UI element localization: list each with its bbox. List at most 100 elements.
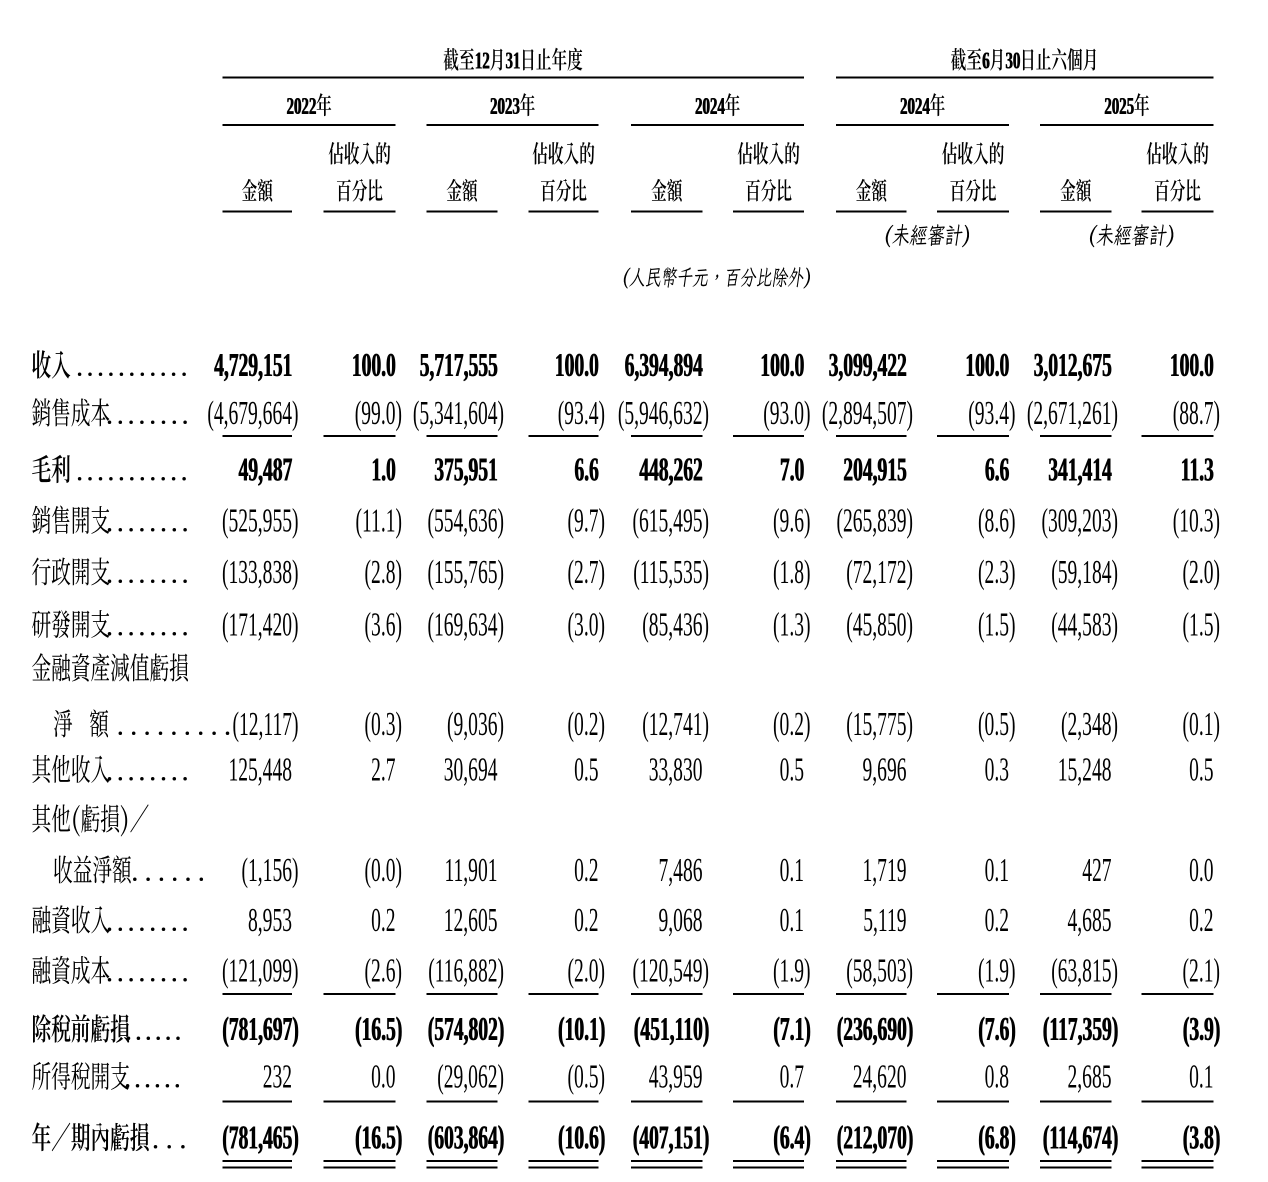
- svg-text:(88.7): (88.7): [1173, 393, 1220, 431]
- svg-text:(2.7): (2.7): [568, 552, 605, 590]
- svg-text:4,729,151: 4,729,151: [214, 345, 292, 383]
- svg-text:(236,690): (236,690): [837, 1009, 914, 1047]
- svg-text:49,487: 49,487: [238, 450, 292, 488]
- svg-text:1.0: 1.0: [371, 450, 395, 488]
- svg-text:0.0: 0.0: [1189, 850, 1213, 888]
- svg-text:3,012,675: 3,012,675: [1034, 345, 1112, 383]
- svg-text:6: 6: [983, 48, 990, 75]
- svg-text:(9,036): (9,036): [447, 704, 504, 742]
- svg-text:11.3: 11.3: [1181, 450, 1214, 488]
- svg-text:(0.5): (0.5): [568, 1057, 605, 1095]
- svg-text:(2.1): (2.1): [1183, 951, 1220, 989]
- svg-text:(1,156): (1,156): [242, 850, 299, 888]
- svg-text:(6.4): (6.4): [774, 1118, 811, 1156]
- svg-text:(15,775): (15,775): [846, 704, 913, 742]
- svg-text:(3.6): (3.6): [365, 605, 402, 643]
- svg-text:(2.3): (2.3): [978, 552, 1015, 590]
- svg-text:5,717,555: 5,717,555: [419, 345, 497, 383]
- svg-text:12,605: 12,605: [444, 900, 498, 938]
- svg-text:8,953: 8,953: [248, 900, 292, 938]
- svg-text:5,119: 5,119: [863, 900, 906, 938]
- svg-text:(12,117): (12,117): [232, 704, 298, 742]
- svg-text:(58,503): (58,503): [846, 951, 913, 989]
- svg-text:(781,465): (781,465): [223, 1118, 300, 1156]
- svg-text:2,685: 2,685: [1068, 1057, 1112, 1095]
- svg-text:6.6: 6.6: [575, 450, 600, 488]
- svg-text:(574,802): (574,802): [428, 1009, 505, 1047]
- svg-text:(1.9): (1.9): [773, 951, 810, 989]
- svg-text:341,414: 341,414: [1048, 450, 1112, 488]
- svg-text:427: 427: [1082, 850, 1111, 888]
- svg-text:(2.0): (2.0): [1183, 552, 1220, 590]
- svg-text:(93.0): (93.0): [763, 393, 810, 431]
- svg-text:(59,184): (59,184): [1051, 552, 1118, 590]
- svg-text:(63,815): (63,815): [1051, 951, 1118, 989]
- svg-text:5,717,555: 5,717,555: [420, 345, 498, 383]
- svg-text:(6.8): (6.8): [978, 1118, 1015, 1156]
- svg-text:(116,882): (116,882): [428, 951, 504, 989]
- svg-text:7,486: 7,486: [659, 850, 703, 888]
- svg-text:0.5: 0.5: [780, 750, 804, 788]
- svg-text:2025: 2025: [1104, 93, 1134, 120]
- svg-text:(451,110): (451,110): [634, 1009, 709, 1047]
- svg-text:(1.8): (1.8): [773, 552, 810, 590]
- svg-text:31: 31: [506, 48, 521, 75]
- svg-text:(7.6): (7.6): [978, 1009, 1015, 1047]
- svg-text:15,248: 15,248: [1058, 750, 1112, 788]
- svg-text:12: 12: [475, 48, 490, 75]
- svg-text:(3.8): (3.8): [1183, 1118, 1220, 1156]
- svg-text:(10.1): (10.1): [558, 1009, 605, 1047]
- svg-text:(2,894,507): (2,894,507): [822, 393, 913, 431]
- svg-text:(407,151): (407,151): [633, 1118, 710, 1156]
- svg-text:(93.4): (93.4): [558, 393, 605, 431]
- svg-text:(117,359): (117,359): [1043, 1009, 1118, 1047]
- svg-text:(2,671,261): (2,671,261): [1027, 393, 1118, 431]
- svg-text:(0.2): (0.2): [773, 704, 810, 742]
- svg-text:(114,674): (114,674): [1043, 1118, 1118, 1156]
- svg-text:1,719: 1,719: [863, 850, 907, 888]
- svg-text:100.0: 100.0: [352, 345, 396, 383]
- svg-text:(781,465): (781,465): [222, 1118, 299, 1156]
- svg-text:11,901: 11,901: [444, 850, 497, 888]
- svg-text:6,394,894: 6,394,894: [624, 345, 702, 383]
- svg-text:0.5: 0.5: [574, 750, 598, 788]
- svg-text:49,487: 49,487: [239, 450, 293, 488]
- svg-text:(3.8): (3.8): [1183, 1118, 1220, 1156]
- svg-text:0.2: 0.2: [574, 900, 598, 938]
- svg-text:204,915: 204,915: [843, 450, 907, 488]
- svg-text:0.2: 0.2: [371, 900, 395, 938]
- svg-text:(3.0): (3.0): [568, 605, 605, 643]
- svg-text:2024: 2024: [695, 93, 725, 120]
- svg-text:100.0: 100.0: [760, 345, 804, 383]
- svg-text:(72,172): (72,172): [846, 552, 913, 590]
- svg-text:(10.3): (10.3): [1173, 501, 1220, 539]
- svg-text:375,951: 375,951: [434, 450, 498, 488]
- svg-text:(236,690): (236,690): [836, 1009, 913, 1047]
- svg-text:(16.5): (16.5): [355, 1009, 402, 1047]
- svg-text:2024: 2024: [900, 93, 930, 120]
- svg-text:(0.2): (0.2): [568, 704, 605, 742]
- svg-text:4,685: 4,685: [1068, 900, 1112, 938]
- svg-text:375,951: 375,951: [435, 450, 499, 488]
- svg-text:(781,697): (781,697): [223, 1009, 300, 1047]
- svg-text:0.7: 0.7: [780, 1057, 805, 1095]
- svg-text:(115,535): (115,535): [633, 552, 709, 590]
- svg-text:(7.6): (7.6): [979, 1009, 1016, 1047]
- svg-text:(8.6): (8.6): [978, 501, 1015, 539]
- svg-text:(2.0): (2.0): [568, 951, 605, 989]
- svg-text:(10.6): (10.6): [558, 1118, 605, 1156]
- svg-text:6.6: 6.6: [985, 450, 1010, 488]
- svg-text:(7.1): (7.1): [773, 1009, 810, 1047]
- svg-text:(9.6): (9.6): [773, 501, 810, 539]
- svg-text:0.1: 0.1: [780, 850, 804, 888]
- svg-text:12: 12: [475, 48, 490, 75]
- svg-text:11.3: 11.3: [1180, 450, 1213, 488]
- svg-text:(117,359): (117,359): [1043, 1009, 1118, 1047]
- svg-text:(615,495): (615,495): [632, 501, 709, 539]
- svg-text:3,099,422: 3,099,422: [829, 345, 907, 383]
- svg-text:31: 31: [505, 48, 520, 75]
- svg-text:(44,583): (44,583): [1051, 605, 1118, 643]
- svg-text:0.2: 0.2: [574, 850, 598, 888]
- svg-text:(2,348): (2,348): [1061, 704, 1118, 742]
- svg-text:100.0: 100.0: [1170, 345, 1214, 383]
